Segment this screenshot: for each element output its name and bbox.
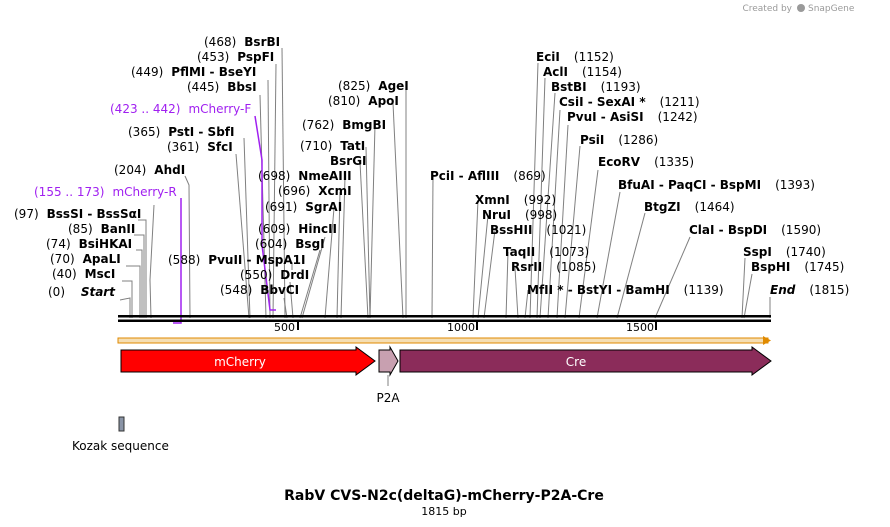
site-label-msci: (40) MscI bbox=[52, 267, 115, 281]
feature-mcherry: mCherry bbox=[120, 346, 376, 376]
site-label-acli: AclI (1154) bbox=[543, 65, 622, 79]
primer-mcherry-r-range: (155 .. 173) bbox=[34, 185, 104, 199]
primer-mcherry-f-line bbox=[254, 115, 276, 311]
site-label-btgzi: BtgZI (1464) bbox=[644, 200, 735, 214]
leader-lines bbox=[119, 47, 771, 319]
primer-mcherry-r-line bbox=[173, 198, 182, 324]
site-label-bsrbi: (468) BsrBI bbox=[204, 35, 280, 49]
site-label-clai: ClaI - BspDI (1590) bbox=[689, 223, 821, 237]
site-label-psii: PsiI (1286) bbox=[580, 133, 658, 147]
orf-bar bbox=[117, 336, 771, 345]
site-label-pvuii: (588) PvuII - MspA1I bbox=[168, 253, 305, 267]
feature-mcherry-label: mCherry bbox=[214, 355, 266, 369]
site-label-pvui: PvuI - AsiSI (1242) bbox=[567, 110, 698, 124]
site-label-bstbi: BstBI (1193) bbox=[551, 80, 641, 94]
enzyme-labels-mid: (548) BbvCI (550) DrdI (604) BsgI (588) PvuI… bbox=[168, 79, 409, 297]
feature-kozak: Kozak sequence bbox=[72, 416, 169, 453]
site-label-ecii: EciI (1152) bbox=[536, 50, 614, 64]
credit-prefix: Created by bbox=[742, 4, 792, 14]
primer-labels: (155 .. 173) mCherry-R (423 .. 442) mCherr… bbox=[34, 102, 251, 199]
tick-1500: 1500 bbox=[626, 321, 654, 334]
site-label-xcmi: (696) XcmI bbox=[278, 184, 352, 198]
site-label-label: (423 .. 442) mCherry-F bbox=[110, 102, 251, 116]
site-label-pspfi: (453) PspFI bbox=[197, 50, 274, 64]
feature-p2a: P2A bbox=[376, 345, 400, 405]
site-label-bsrgi: BsrGI bbox=[330, 154, 367, 168]
site-label-bsihkai: (74) BsiHKAI bbox=[46, 237, 132, 251]
feature-cre: Cre bbox=[399, 346, 772, 376]
site-label-agei: (825) AgeI bbox=[338, 79, 409, 93]
map-title: RabV CVS-N2c(deltaG)-mCherry-P2A-Cre bbox=[284, 488, 604, 504]
site-label-rsrii: RsrII (1085) bbox=[511, 260, 596, 274]
tick-1000: 1000 bbox=[447, 321, 475, 334]
feature-cre-label: Cre bbox=[566, 355, 586, 369]
site-label-ahdi: (204) AhdI bbox=[114, 163, 185, 177]
sequence-backbone bbox=[118, 315, 771, 322]
site-label-sgrai: (691) SgrAI bbox=[265, 200, 342, 214]
site-label-tati: (710) TatI bbox=[300, 139, 365, 153]
site-label-bsshii: BssHII (1021) bbox=[490, 223, 586, 237]
site-label-hincii: (609) HincII bbox=[258, 222, 337, 236]
site-label-pflmi: (449) PflMI - BseYI bbox=[131, 65, 256, 79]
site-label-bmgbi: (762) BmgBI bbox=[302, 118, 386, 132]
credit-brand: SnapGene bbox=[808, 4, 855, 14]
ruler: 500 1000 1500 bbox=[274, 320, 657, 334]
feature-kozak-label: Kozak sequence bbox=[72, 439, 169, 453]
site-label-end: End (1815) bbox=[770, 283, 849, 297]
site-label-csii: CsiI - SexAI * (1211) bbox=[559, 95, 700, 109]
site-label-nmeaiii: (698) NmeAIII bbox=[258, 169, 352, 183]
tick-500: 500 bbox=[274, 321, 295, 334]
site-label-bsphi: BspHI (1745) bbox=[751, 260, 844, 274]
site-label-sfci: (361) SfcI bbox=[167, 140, 233, 154]
site-label-bsgi: (604) BsgI bbox=[255, 237, 325, 251]
site-label-label: (155 .. 173) mCherry-R bbox=[34, 185, 177, 199]
feature-p2a-label: P2A bbox=[376, 391, 400, 405]
site-label-xmni: XmnI (992) bbox=[475, 193, 556, 207]
snapgene-logo-icon bbox=[797, 4, 805, 12]
site-label-bbvci: (548) BbvCI bbox=[220, 283, 299, 297]
site-label-drdi: (550) DrdI bbox=[240, 268, 309, 282]
primer-lines bbox=[173, 115, 276, 324]
site-label-banii: (85) BanII bbox=[68, 222, 135, 236]
site-label-sspi: SspI (1740) bbox=[743, 245, 826, 259]
site-label-taqii: TaqII (1073) bbox=[503, 245, 589, 259]
primer-mcherry-f-range: (423 .. 442) bbox=[110, 102, 180, 116]
primer-mcherry-r-name: mCherry-R bbox=[112, 185, 176, 199]
site-label-apoi: (810) ApoI bbox=[328, 94, 399, 108]
enzyme-labels-left: (0) Start (40) MscI (70) ApaLI (74) BsiHKAI… bbox=[14, 35, 280, 299]
site-label-start: (0) Start bbox=[48, 285, 116, 299]
site-label-ecorv: EcoRV (1335) bbox=[598, 155, 694, 169]
enzyme-labels-right: PciI - AflIII (869) XmnI (992) NruI (998) B… bbox=[430, 50, 849, 297]
site-label-apali: (70) ApaLI bbox=[50, 252, 121, 266]
map-length: 1815 bp bbox=[421, 505, 466, 518]
site-label-mfii: MfII * - BstYI - BamHI (1139) bbox=[527, 283, 724, 297]
site-label-bbsi: (445) BbsI bbox=[187, 80, 257, 94]
site-label-bsssi: (97) BssSI - BssSαI bbox=[14, 207, 141, 221]
site-label-pcii: PciI - AflIII (869) bbox=[430, 169, 546, 183]
site-label-bfuai: BfuAI - PaqCI - BspMI (1393) bbox=[618, 178, 815, 192]
site-label-nrui: NruI (998) bbox=[482, 208, 557, 222]
site-label-psti: (365) PstI - SbfI bbox=[128, 125, 234, 139]
primer-mcherry-f-name: mCherry-F bbox=[188, 102, 251, 116]
